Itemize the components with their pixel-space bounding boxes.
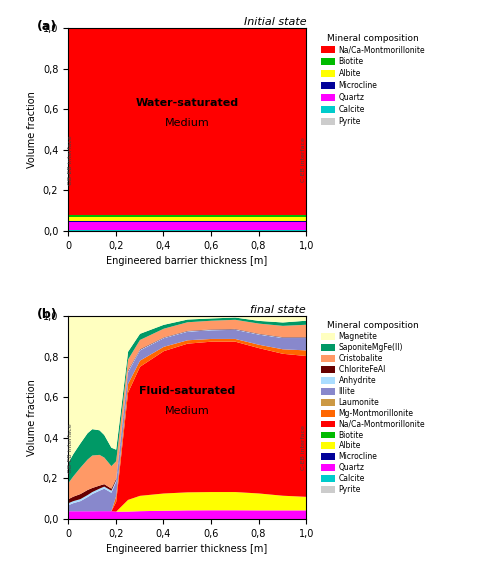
Text: Water-saturated: Water-saturated bbox=[136, 98, 239, 108]
Y-axis label: Volume fraction: Volume fraction bbox=[27, 91, 37, 168]
X-axis label: Engineered barrier thickness [m]: Engineered barrier thickness [m] bbox=[106, 544, 268, 554]
Text: Fluid-saturated: Fluid-saturated bbox=[139, 386, 235, 396]
Legend: Na/Ca-Montmorillonite, Biotite, Albite, Microcline, Quartz, Calcite, Pyrite: Na/Ca-Montmorillonite, Biotite, Albite, … bbox=[319, 32, 427, 127]
Text: GB-EB interface: GB-EB interface bbox=[69, 423, 73, 473]
X-axis label: Engineered barrier thickness [m]: Engineered barrier thickness [m] bbox=[106, 256, 268, 266]
Text: (a): (a) bbox=[37, 20, 57, 33]
Text: (b): (b) bbox=[37, 308, 58, 321]
Text: C-EB interface: C-EB interface bbox=[301, 138, 306, 182]
Text: GB-EB interface: GB-EB interface bbox=[69, 135, 73, 185]
Text: Initial state: Initial state bbox=[243, 17, 306, 28]
Text: C-EB interface: C-EB interface bbox=[301, 425, 306, 470]
Legend: Magnetite, SaponiteMgFe(II), Cristobalite, ChloriteFe⁠Al, Anhydrite, Illite, Lau: Magnetite, SaponiteMgFe(II), Cristobalit… bbox=[319, 320, 427, 496]
Text: Medium: Medium bbox=[165, 407, 209, 416]
Y-axis label: Volume fraction: Volume fraction bbox=[27, 379, 37, 456]
Text: Medium: Medium bbox=[165, 118, 209, 129]
Text: final state: final state bbox=[250, 305, 306, 315]
